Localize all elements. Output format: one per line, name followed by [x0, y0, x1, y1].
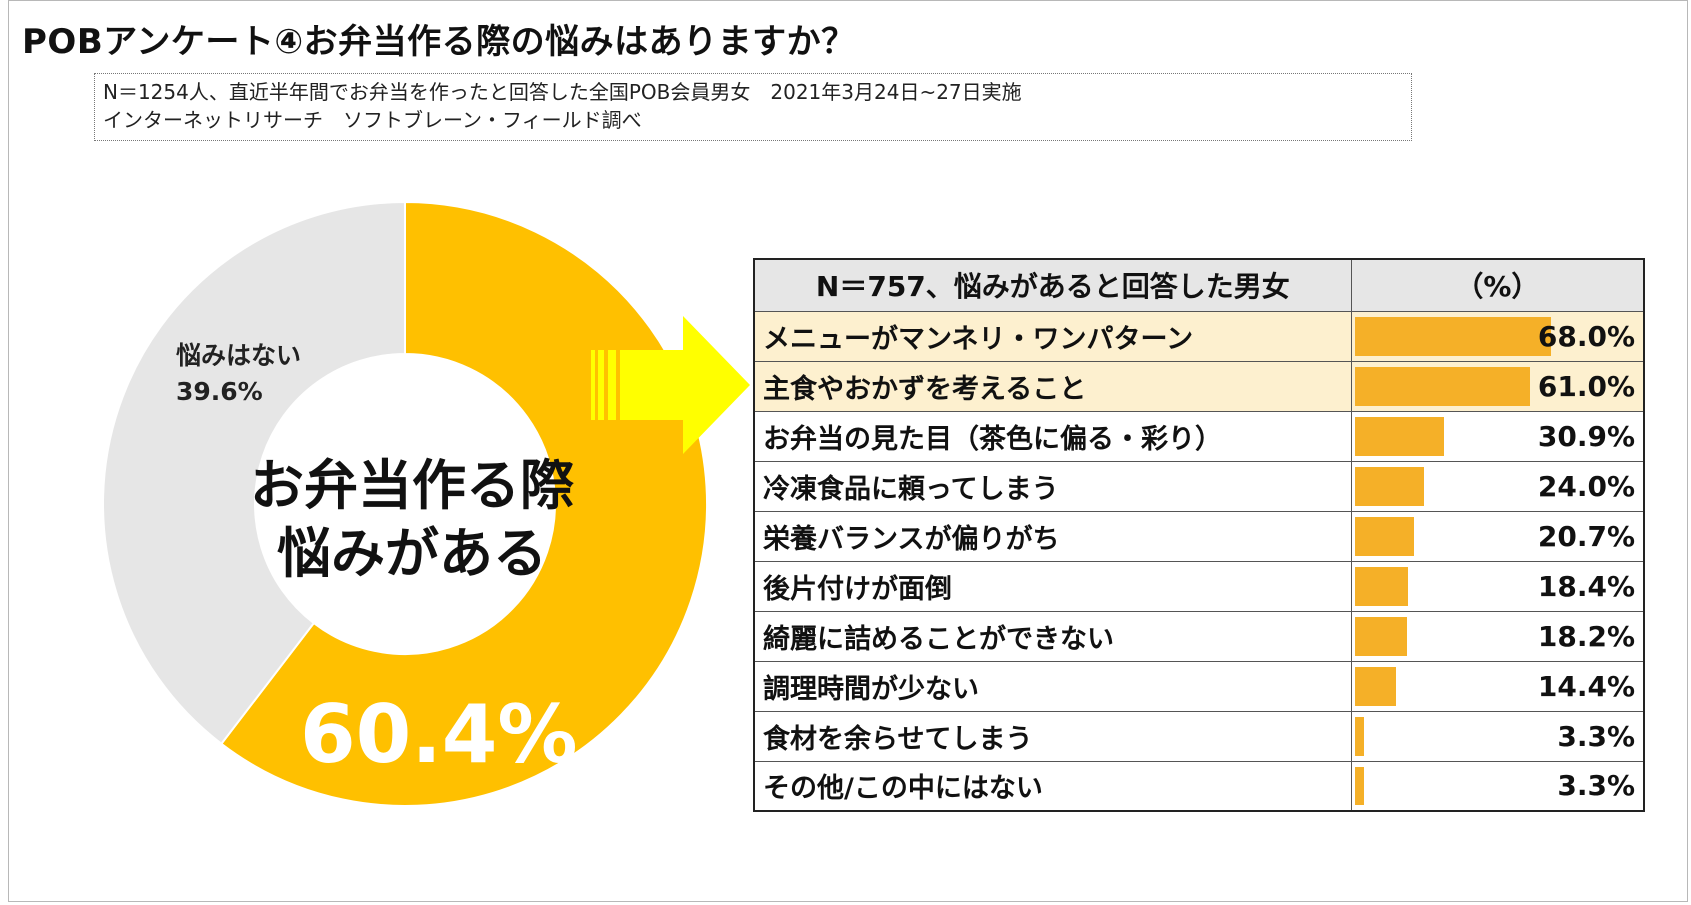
donut-center-label: お弁当作る際 悩みがある — [222, 452, 602, 588]
bar-mark — [1354, 416, 1444, 456]
table-row: 調理時間が少ない 14.4% — [753, 660, 1645, 712]
table-row: 食材を余らせてしまう 3.3% — [753, 710, 1645, 762]
bar-value-label: 3.3% — [1557, 719, 1635, 753]
bar-mark — [1354, 666, 1397, 706]
bar-mark — [1354, 566, 1408, 606]
row-label: 冷凍食品に頼ってしまう — [753, 460, 1352, 512]
row-bar-cell: 3.3% — [1350, 760, 1645, 812]
donut-center-line1: お弁当作る際 — [250, 454, 574, 517]
table-header-label: N＝757、悩みがあると回答した男女 — [753, 258, 1352, 312]
table-row: 綺麗に詰めることができない 18.2% — [753, 610, 1645, 662]
table-row: 冷凍食品に頼ってしまう 24.0% — [753, 460, 1645, 512]
no-worries-label: 悩みはない 39.6% — [176, 338, 301, 410]
bar-mark — [1354, 466, 1424, 506]
bar-value-label: 68.0% — [1537, 319, 1635, 353]
bar-mark — [1354, 366, 1531, 406]
row-label: お弁当の見た目（茶色に偏る・彩り） — [753, 410, 1352, 462]
slide-frame — [8, 0, 1688, 902]
no-worries-pct: 39.6% — [176, 377, 263, 406]
table-row: お弁当の見た目（茶色に偏る・彩り） 30.9% — [753, 410, 1645, 462]
survey-note-line2: インターネットリサーチ ソフトブレーン・フィールド調べ — [103, 108, 642, 132]
row-bar-cell: 3.3% — [1350, 710, 1645, 762]
table-row: 後片付けが面倒 18.4% — [753, 560, 1645, 612]
table-header-unit: （%） — [1350, 258, 1645, 312]
bar-value-label: 20.7% — [1537, 519, 1635, 553]
page-title: POBアンケート④お弁当作る際の悩みはありますか？ — [22, 22, 856, 62]
worries-table: N＝757、悩みがあると回答した男女 （%） メニューがマンネリ・ワンパターン 6… — [753, 258, 1645, 812]
row-label: 食材を余らせてしまう — [753, 710, 1352, 762]
row-label: その他/この中にはない — [753, 760, 1352, 812]
table-row: 栄養バランスが偏りがち 20.7% — [753, 510, 1645, 562]
row-bar-cell: 24.0% — [1350, 460, 1645, 512]
bar-value-label: 18.4% — [1537, 569, 1635, 603]
bar-mark — [1354, 766, 1365, 805]
has-worries-pct: 60.4% — [300, 688, 578, 781]
bar-value-label: 18.2% — [1537, 619, 1635, 653]
donut-center-line2: 悩みがある — [277, 522, 547, 585]
table-row: その他/この中にはない 3.3% — [753, 760, 1645, 812]
row-label: 綺麗に詰めることができない — [753, 610, 1352, 662]
row-label: 後片付けが面倒 — [753, 560, 1352, 612]
row-bar-cell: 18.4% — [1350, 560, 1645, 612]
row-bar-cell: 20.7% — [1350, 510, 1645, 562]
row-bar-cell: 30.9% — [1350, 410, 1645, 462]
row-bar-cell: 14.4% — [1350, 660, 1645, 712]
bar-value-label: 61.0% — [1537, 369, 1635, 403]
no-worries-text: 悩みはない — [176, 341, 302, 370]
donut-slice-no-worries — [102, 200, 406, 746]
row-label: メニューがマンネリ・ワンパターン — [753, 310, 1352, 362]
row-label: 調理時間が少ない — [753, 660, 1352, 712]
bar-mark — [1354, 316, 1551, 356]
table-header-row: N＝757、悩みがあると回答した男女 （%） — [753, 258, 1645, 312]
survey-note: N＝1254人、直近半年間でお弁当を作ったと回答した全国POB会員男女 2021… — [94, 73, 1412, 141]
row-bar-cell: 61.0% — [1350, 360, 1645, 412]
bar-value-label: 3.3% — [1557, 769, 1635, 803]
row-bar-cell: 68.0% — [1350, 310, 1645, 362]
row-label: 主食やおかずを考えること — [753, 360, 1352, 412]
table-row: メニューがマンネリ・ワンパターン 68.0% — [753, 310, 1645, 362]
bar-mark — [1354, 516, 1415, 556]
row-label: 栄養バランスが偏りがち — [753, 510, 1352, 562]
arrow-icon — [591, 316, 750, 454]
survey-note-line1: N＝1254人、直近半年間でお弁当を作ったと回答した全国POB会員男女 2021… — [103, 80, 1022, 104]
bar-value-label: 14.4% — [1537, 669, 1635, 703]
bar-mark — [1354, 616, 1408, 656]
bar-value-label: 24.0% — [1537, 469, 1635, 503]
table-row: 主食やおかずを考えること 61.0% — [753, 360, 1645, 412]
row-bar-cell: 18.2% — [1350, 610, 1645, 662]
bar-mark — [1354, 716, 1365, 756]
bar-value-label: 30.9% — [1537, 419, 1635, 453]
